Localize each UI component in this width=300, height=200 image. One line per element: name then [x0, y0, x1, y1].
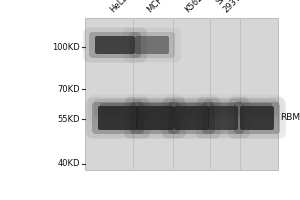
FancyBboxPatch shape — [202, 102, 244, 134]
FancyBboxPatch shape — [94, 99, 142, 117]
Text: RBM22: RBM22 — [280, 114, 300, 122]
Text: K562: K562 — [184, 0, 205, 14]
FancyBboxPatch shape — [242, 103, 272, 113]
Text: 40KD: 40KD — [58, 160, 80, 168]
FancyBboxPatch shape — [86, 98, 150, 138]
Bar — [85, 18, 278, 170]
FancyBboxPatch shape — [136, 106, 174, 130]
FancyBboxPatch shape — [89, 32, 141, 58]
FancyBboxPatch shape — [95, 36, 135, 54]
FancyBboxPatch shape — [138, 103, 172, 113]
FancyBboxPatch shape — [196, 98, 250, 138]
FancyBboxPatch shape — [130, 102, 180, 134]
Text: SH-SY5Y
293T: SH-SY5Y 293T — [214, 0, 253, 14]
FancyBboxPatch shape — [204, 99, 242, 117]
Text: 70KD: 70KD — [57, 84, 80, 94]
FancyBboxPatch shape — [176, 103, 207, 113]
FancyBboxPatch shape — [208, 106, 238, 130]
FancyBboxPatch shape — [135, 36, 169, 54]
FancyBboxPatch shape — [168, 102, 215, 134]
Text: 100KD: 100KD — [52, 43, 80, 51]
Text: 55KD: 55KD — [58, 114, 80, 123]
FancyBboxPatch shape — [83, 27, 147, 62]
FancyBboxPatch shape — [132, 99, 178, 117]
Text: HeLa: HeLa — [109, 0, 130, 14]
FancyBboxPatch shape — [236, 99, 278, 117]
FancyBboxPatch shape — [162, 98, 221, 138]
FancyBboxPatch shape — [124, 98, 186, 138]
FancyBboxPatch shape — [100, 103, 136, 113]
FancyBboxPatch shape — [174, 106, 209, 130]
FancyBboxPatch shape — [123, 27, 181, 62]
FancyBboxPatch shape — [98, 106, 138, 130]
FancyBboxPatch shape — [234, 102, 280, 134]
FancyBboxPatch shape — [170, 99, 213, 117]
FancyBboxPatch shape — [210, 103, 236, 113]
FancyBboxPatch shape — [240, 106, 274, 130]
FancyBboxPatch shape — [129, 32, 175, 58]
FancyBboxPatch shape — [228, 98, 286, 138]
Text: MCF7: MCF7 — [146, 0, 169, 14]
FancyBboxPatch shape — [92, 102, 144, 134]
